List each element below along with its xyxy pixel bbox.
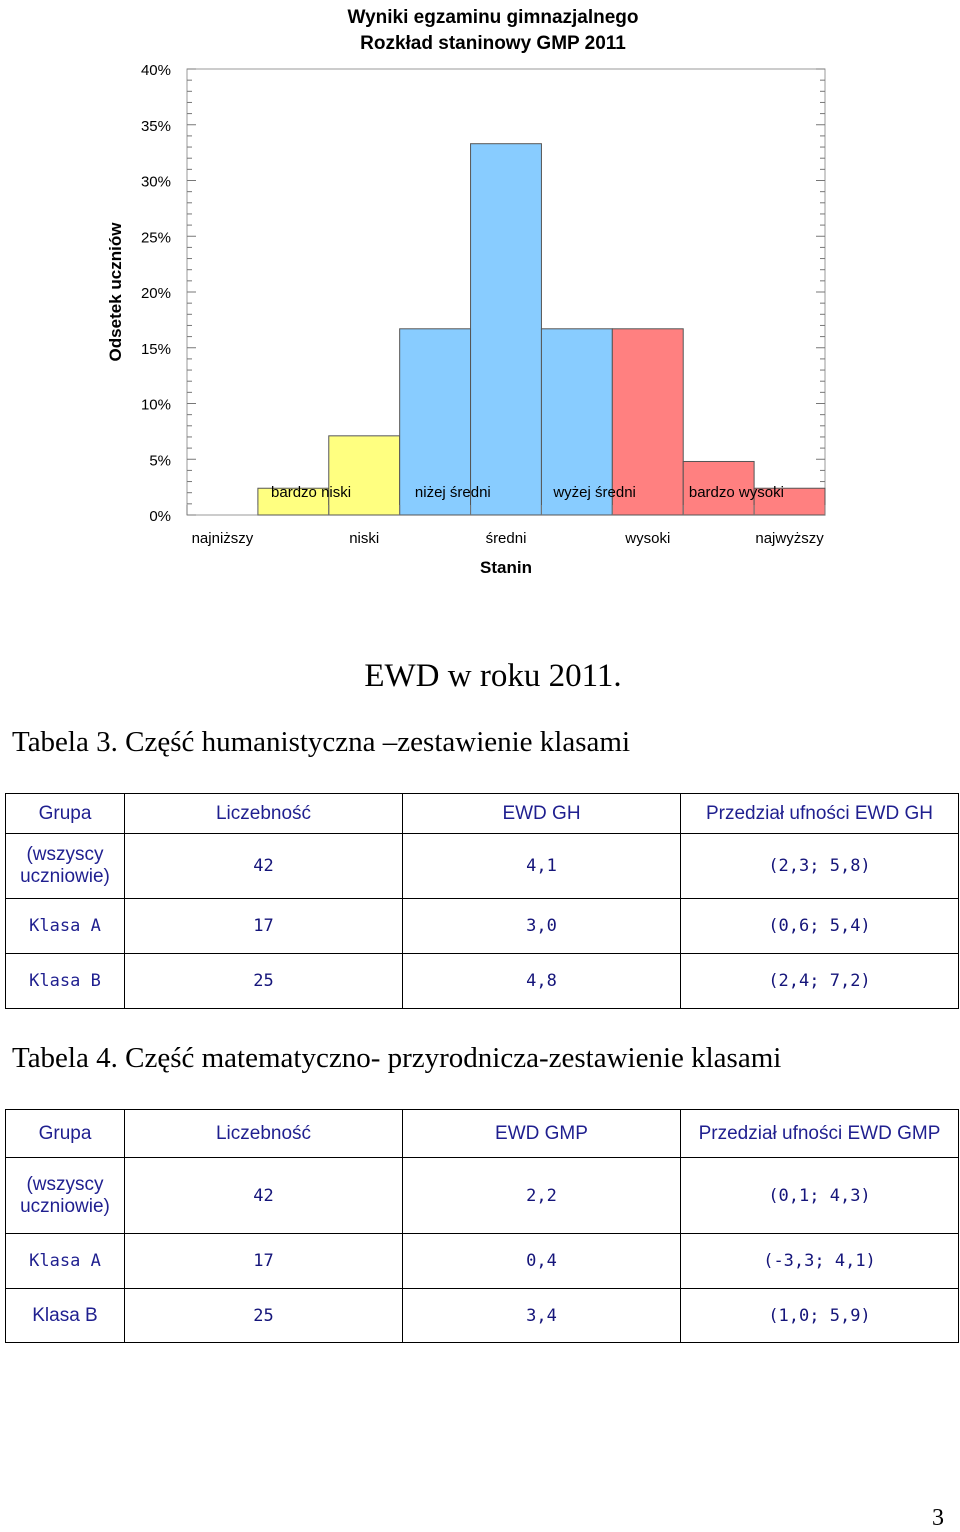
table-row: Klasa B 25 4,8 (2,4; 7,2) [5,953,959,1009]
table-row: (wszyscy uczniowie) 42 2,2 (0,1; 4,3) [5,1157,959,1234]
table3-header-group: Grupa [5,793,125,834]
range-label: wyżej średni [552,484,636,501]
table4-header-interval: Przedział ufności EWD GMP [680,1109,959,1158]
y-tick-label: 10% [141,397,171,414]
table3-cell-interval: (2,3; 5,8) [680,833,959,899]
y-tick-label: 15% [141,341,171,358]
table4-cell-ewd: 3,4 [402,1288,681,1343]
table4-header-row: Grupa Liczebność EWD GMP Przedział ufnoś… [5,1109,959,1158]
table3-header-interval: Przedział ufności EWD GH [680,793,959,834]
table-row: Klasa A 17 3,0 (0,6; 5,4) [5,898,959,954]
table-row: Klasa B 25 3,4 (1,0; 5,9) [5,1288,959,1343]
table4-cell-group: (wszyscy uczniowie) [5,1157,125,1234]
table4-header-count: Liczebność [124,1109,403,1158]
table3-cell-group: (wszyscy uczniowie) [5,833,125,899]
histogram-bar [682,460,755,516]
y-axis-label: Odsetek uczniów [106,222,125,362]
page-heading: EWD w roku 2011. [364,658,622,694]
table-row: Klasa A 17 0,4 (-3,3; 4,1) [5,1233,959,1289]
page-number: 3 [932,1505,944,1531]
histogram-bar [470,143,542,516]
stanine-chart: 0% 5% 10% 15% 20% 25% 30% 35% 40% bardzo niski niż… [0,0,960,600]
table4-cell-interval: (1,0; 5,9) [680,1288,959,1343]
table4-cell-group: Klasa A [5,1233,125,1289]
y-tick-label: 5% [149,452,171,469]
histogram-bar [611,328,684,516]
stanine-chart-svg: 0% 5% 10% 15% 20% 25% 30% 35% 40% bardzo niski niż… [106,7,826,577]
histogram-bar [257,487,330,516]
table3-cell-group: Klasa B [5,953,125,1009]
stanin-label: średni [486,530,527,547]
table4-cell-group: Klasa B [5,1288,125,1343]
histogram-bar [753,487,826,516]
table4-header-group: Grupa [5,1109,125,1158]
chart-subtitle: Rozkład staninowy GMP 2011 [360,33,626,54]
table3: Grupa Liczebność EWD GH Przedział ufnośc… [5,793,959,1009]
range-label: bardzo niski [271,484,351,501]
y-tick-label: 0% [149,508,171,525]
histogram-bar [540,328,613,516]
table3-header-row: Grupa Liczebność EWD GH Przedział ufnośc… [5,793,959,834]
table3-cell-count: 25 [124,953,403,1009]
stanin-label: najniższy [192,530,254,547]
table3-cell-ewd: 4,1 [402,833,681,899]
table4-caption: Tabela 4. Część matematyczno- przyrodnic… [12,1042,782,1074]
y-tick-label: 40% [141,62,171,79]
table3-cell-ewd: 4,8 [402,953,681,1009]
table3-cell-interval: (0,6; 5,4) [680,898,959,954]
table3-header-ewd: EWD GH [402,793,681,834]
table4-cell-interval: (-3,3; 4,1) [680,1233,959,1289]
table4: Grupa Liczebność EWD GMP Przedział ufnoś… [5,1109,959,1343]
histogram-bar [328,435,401,516]
table4-cell-count: 42 [124,1157,403,1234]
range-label: niżej średni [415,484,491,501]
table3-cell-ewd: 3,0 [402,898,681,954]
table3-cell-interval: (2,4; 7,2) [680,953,959,1009]
stanin-label: niski [349,530,379,547]
y-tick-label: 25% [141,229,171,246]
stanin-label: najwyższy [755,530,824,547]
table4-cell-ewd: 2,2 [402,1157,681,1234]
stanin-label: wysoki [624,530,670,547]
table4-cell-ewd: 0,4 [402,1233,681,1289]
table3-cell-count: 42 [124,833,403,899]
table-row: (wszyscy uczniowie) 42 4,1 (2,3; 5,8) [5,833,959,899]
table4-cell-interval: (0,1; 4,3) [680,1157,959,1234]
y-tick-label: 20% [141,285,171,302]
x-axis-label: Stanin [480,558,532,577]
histogram-bar [399,328,472,516]
table4-cell-count: 17 [124,1233,403,1289]
table4-header-ewd: EWD GMP [402,1109,681,1158]
chart-title: Wyniki egzaminu gimnazjalnego [347,7,638,28]
y-tick-label: 30% [141,174,171,191]
table4-cell-count: 25 [124,1288,403,1343]
table3-header-count: Liczebność [124,793,403,834]
table3-caption: Tabela 3. Część humanistyczna –zestawien… [12,726,631,758]
y-tick-label: 35% [141,118,171,135]
table3-cell-count: 17 [124,898,403,954]
range-label: bardzo wysoki [689,484,784,501]
table3-cell-group: Klasa A [5,898,125,954]
